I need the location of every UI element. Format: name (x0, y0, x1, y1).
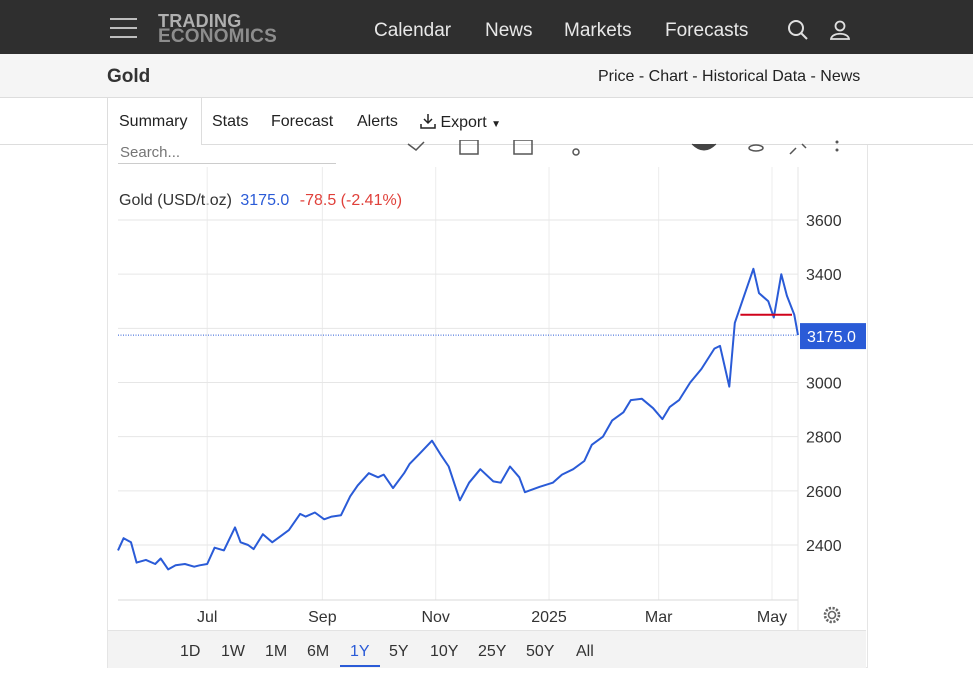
y-tick-label: 2800 (806, 430, 842, 447)
sub-header (0, 54, 973, 98)
range-50y[interactable]: 50Y (526, 643, 555, 660)
top-navigation-bar (0, 0, 973, 54)
caret-down-icon: ▼ (491, 119, 502, 130)
y-tick-label: 2600 (806, 484, 842, 501)
legend-name: Gold (USD/t.oz) (119, 192, 232, 209)
y-tick-label: 3000 (806, 376, 842, 393)
y-tick-label: 3400 (806, 267, 842, 284)
logo-line-2: ECONOMICS (158, 26, 277, 47)
chart-search-input[interactable] (118, 141, 336, 164)
link-separator: - (687, 68, 703, 85)
tab-alerts[interactable]: Alerts (357, 113, 398, 130)
sub-links: Price - Chart - Historical Data - News (598, 68, 860, 86)
link-news[interactable]: News (820, 68, 861, 85)
legend-price: 3175.0 (240, 192, 290, 209)
fullscreen-icon (789, 143, 807, 155)
x-tick-label: 2025 (531, 609, 567, 626)
x-tick-label: May (757, 609, 787, 626)
range-25y[interactable]: 25Y (478, 643, 507, 660)
link-icon (572, 148, 580, 156)
active-range-underline (340, 665, 380, 667)
nav-forecasts[interactable]: Forecasts (665, 20, 749, 41)
tab-summary[interactable]: Summary (119, 113, 188, 130)
range-selector-bar (108, 630, 866, 668)
settings-icon[interactable] (822, 605, 842, 625)
page-title: Gold (107, 66, 151, 87)
link-historical-data[interactable]: Historical Data (702, 68, 807, 85)
link-chart[interactable]: Chart (648, 68, 688, 85)
nav-news[interactable]: News (485, 20, 533, 41)
gold-price-chart[interactable]: 2400260028003000320034003600JulSepNov202… (108, 167, 866, 630)
cloud-download-icon (691, 143, 717, 151)
range-1d[interactable]: 1D (180, 643, 201, 660)
nav-calendar[interactable]: Calendar (374, 20, 452, 41)
database-icon (748, 144, 764, 152)
range-6m[interactable]: 6M (307, 643, 330, 660)
x-tick-label: Nov (421, 609, 449, 626)
rectangle-icon (459, 140, 479, 155)
x-tick-label: Sep (308, 609, 337, 626)
range-1w[interactable]: 1W (221, 643, 245, 660)
link-separator: - (634, 68, 649, 85)
last-price-tag: 3175.0 (807, 329, 856, 346)
gold-price-line (117, 267, 799, 571)
draw-line-icon (407, 141, 425, 151)
user-icon[interactable] (829, 19, 851, 41)
nav-markets[interactable]: Markets (564, 20, 632, 41)
y-tick-label: 3600 (806, 213, 842, 230)
chart-legend: Gold (USD/t.oz) 3175.0 -78.5 (-2.41%) (119, 192, 402, 210)
logo[interactable]: TRADING ECONOMICS (158, 11, 277, 47)
chart-toolbar-icons (407, 140, 839, 156)
download-icon (420, 114, 436, 129)
x-tick-label: Mar (645, 609, 673, 626)
link-separator: - (806, 68, 821, 85)
link-price[interactable]: Price (598, 68, 635, 85)
range-1y[interactable]: 1Y (350, 643, 370, 660)
range-1m[interactable]: 1M (265, 643, 288, 660)
menu-icon[interactable] (110, 18, 137, 38)
range-5y[interactable]: 5Y (389, 643, 409, 660)
tab-export-label: Export (440, 114, 487, 131)
more-icon (835, 140, 839, 144)
y-tick-label: 2400 (806, 538, 842, 555)
range-all[interactable]: All (576, 643, 594, 660)
legend-change: -78.5 (-2.41%) (299, 192, 403, 209)
active-tab-box (107, 98, 202, 145)
logo-line-1: TRADING (158, 11, 242, 31)
tab-export[interactable]: Export ▼ (420, 113, 501, 132)
range-10y[interactable]: 10Y (430, 643, 459, 660)
add-icon (513, 140, 533, 155)
search-icon[interactable] (787, 19, 809, 41)
tab-forecast[interactable]: Forecast (271, 113, 334, 130)
last-price-tag-bg (800, 323, 866, 350)
x-tick-label: Jul (197, 609, 217, 626)
tab-stats[interactable]: Stats (212, 113, 249, 130)
